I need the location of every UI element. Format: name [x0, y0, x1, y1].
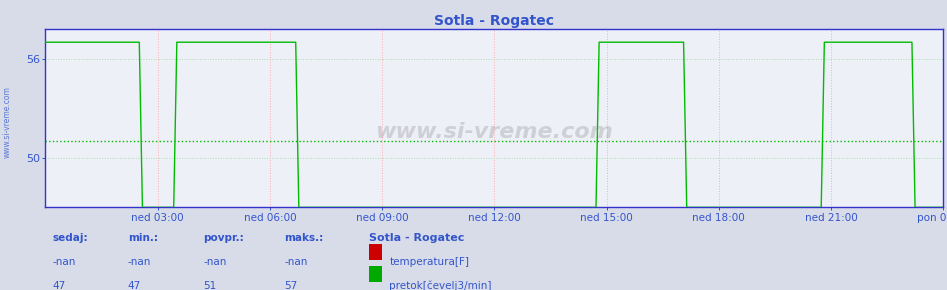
Text: -nan: -nan: [128, 257, 152, 267]
Text: 47: 47: [52, 281, 65, 290]
Text: pretok[čevelj3/min]: pretok[čevelj3/min]: [389, 281, 491, 290]
Text: -nan: -nan: [52, 257, 76, 267]
Text: 57: 57: [284, 281, 297, 290]
Text: temperatura[F]: temperatura[F]: [389, 257, 469, 267]
Text: -nan: -nan: [284, 257, 308, 267]
Text: www.si-vreme.com: www.si-vreme.com: [375, 122, 614, 142]
Text: min.:: min.:: [128, 233, 158, 243]
Text: -nan: -nan: [204, 257, 227, 267]
Title: Sotla - Rogatec: Sotla - Rogatec: [435, 14, 554, 28]
Text: 51: 51: [204, 281, 217, 290]
Text: maks.:: maks.:: [284, 233, 323, 243]
Text: povpr.:: povpr.:: [204, 233, 244, 243]
Text: 47: 47: [128, 281, 141, 290]
Text: www.si-vreme.com: www.si-vreme.com: [3, 86, 12, 158]
Text: sedaj:: sedaj:: [52, 233, 88, 243]
Text: Sotla - Rogatec: Sotla - Rogatec: [369, 233, 465, 243]
